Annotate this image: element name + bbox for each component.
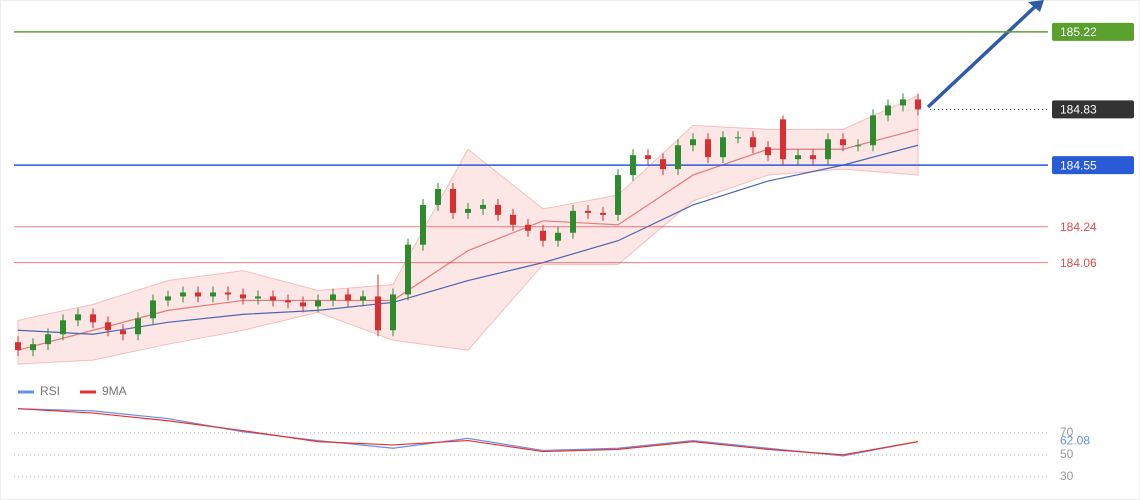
candle-body <box>150 300 156 319</box>
candle-body <box>660 159 666 170</box>
candle-body <box>240 294 246 299</box>
candle-body <box>90 314 96 323</box>
candle-body <box>75 314 81 321</box>
candle-body <box>405 244 411 295</box>
candle-body <box>885 105 891 116</box>
candle-body <box>870 115 876 146</box>
candle-body <box>675 145 681 170</box>
candle-body <box>105 322 111 331</box>
price-badge <box>1052 100 1134 119</box>
candle-body <box>465 208 471 213</box>
candle-body <box>585 210 591 213</box>
candle-body <box>225 292 231 295</box>
candle-body <box>765 147 771 156</box>
trend-arrow <box>926 0 1042 109</box>
candle-body <box>690 139 696 146</box>
candle-body <box>300 302 306 307</box>
candle-body <box>315 300 321 307</box>
price-label: 184.55 <box>1060 158 1097 172</box>
candle-body <box>420 204 426 245</box>
candle-body <box>840 139 846 146</box>
candle-body <box>45 334 51 345</box>
rsi-tick-label: 50 <box>1060 447 1074 461</box>
candle-body <box>630 155 636 176</box>
price-label: 184.83 <box>1060 103 1097 117</box>
candle-body <box>645 155 651 160</box>
arrow-head <box>1028 0 1044 12</box>
candle-body <box>915 99 921 110</box>
candle-body <box>525 224 531 231</box>
rsi-value-label: 62.08 <box>1060 434 1090 448</box>
candle-body <box>210 292 216 297</box>
candle-body <box>780 119 786 160</box>
candle-body <box>810 155 816 160</box>
rsi-tick-label: 70 <box>1060 425 1074 439</box>
candle-body <box>180 292 186 297</box>
rsi-line <box>17 408 919 457</box>
candle-body <box>900 99 906 106</box>
candle-body <box>735 137 741 139</box>
candle-body <box>270 296 276 301</box>
candle-body <box>795 155 801 160</box>
candle-body <box>120 330 126 335</box>
candle-body <box>570 210 576 233</box>
candle-body <box>555 232 561 241</box>
candle-body <box>720 137 726 158</box>
candle-body <box>345 294 351 301</box>
rsi-line <box>17 408 919 456</box>
candle-body <box>495 204 501 215</box>
candle-body <box>195 292 201 297</box>
price-label: 184.06 <box>1060 256 1097 270</box>
price-label: 184.24 <box>1060 220 1097 234</box>
candle-body <box>540 230 546 241</box>
candle-body <box>375 296 381 331</box>
candle-body <box>480 204 486 209</box>
candle-body <box>615 175 621 215</box>
price-badge <box>1052 22 1134 41</box>
candle-body <box>135 318 141 335</box>
price-badge <box>1052 156 1134 175</box>
candle-body <box>705 139 711 158</box>
candle-body <box>510 214 516 225</box>
candle-body <box>30 344 36 351</box>
candle-body <box>165 296 171 301</box>
candle-body <box>255 296 261 299</box>
candle-body <box>750 137 756 148</box>
candle-body <box>435 189 441 205</box>
candle-body <box>15 342 21 351</box>
candle-body <box>330 294 336 301</box>
candle-body <box>825 139 831 160</box>
rsi-tick-label: 30 <box>1060 469 1074 483</box>
moving-average <box>17 144 919 335</box>
candle-body <box>360 296 366 301</box>
candle-body <box>285 300 291 303</box>
candle-body <box>450 189 456 213</box>
price-label: 185.22 <box>1060 25 1097 39</box>
legend-label: 9MA <box>102 384 127 398</box>
candle-body <box>60 320 66 335</box>
candle-body <box>855 145 861 147</box>
legend-label: RSI <box>40 384 60 398</box>
candle-body <box>390 294 396 331</box>
candle-body <box>600 212 606 215</box>
